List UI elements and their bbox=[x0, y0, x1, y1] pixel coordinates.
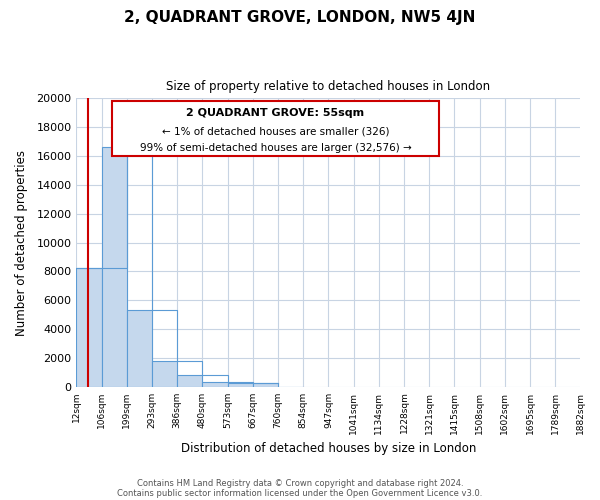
Title: Size of property relative to detached houses in London: Size of property relative to detached ho… bbox=[166, 80, 490, 93]
Bar bbox=[202, 382, 227, 386]
Bar bbox=[177, 375, 202, 386]
Text: 99% of semi-detached houses are larger (32,576) →: 99% of semi-detached houses are larger (… bbox=[140, 143, 412, 153]
Y-axis label: Number of detached properties: Number of detached properties bbox=[15, 150, 28, 336]
Bar bbox=[76, 268, 101, 386]
Text: Contains public sector information licensed under the Open Government Licence v3: Contains public sector information licen… bbox=[118, 488, 482, 498]
Bar bbox=[227, 383, 253, 386]
Text: 2, QUADRANT GROVE, LONDON, NW5 4JN: 2, QUADRANT GROVE, LONDON, NW5 4JN bbox=[124, 10, 476, 25]
Bar bbox=[101, 148, 127, 386]
Bar bbox=[127, 310, 152, 386]
Text: ← 1% of detached houses are smaller (326): ← 1% of detached houses are smaller (326… bbox=[162, 126, 389, 136]
Bar bbox=[152, 362, 177, 386]
FancyBboxPatch shape bbox=[112, 101, 439, 156]
X-axis label: Distribution of detached houses by size in London: Distribution of detached houses by size … bbox=[181, 442, 476, 455]
Bar bbox=[253, 384, 278, 386]
Text: 2 QUADRANT GROVE: 55sqm: 2 QUADRANT GROVE: 55sqm bbox=[187, 108, 365, 118]
Text: Contains HM Land Registry data © Crown copyright and database right 2024.: Contains HM Land Registry data © Crown c… bbox=[137, 478, 463, 488]
